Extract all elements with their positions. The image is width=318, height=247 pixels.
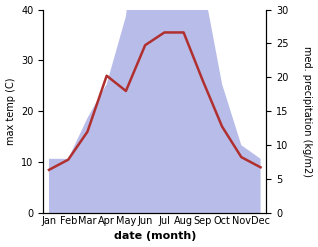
Y-axis label: max temp (C): max temp (C) xyxy=(5,78,16,145)
Y-axis label: med. precipitation (kg/m2): med. precipitation (kg/m2) xyxy=(302,46,313,177)
X-axis label: date (month): date (month) xyxy=(114,231,196,242)
